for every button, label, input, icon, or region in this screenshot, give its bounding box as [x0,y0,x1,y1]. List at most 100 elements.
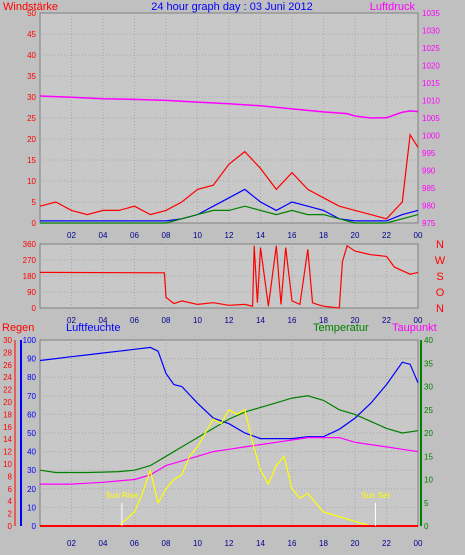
sun-annotations: Sun Rise Sun Set [106,491,390,526]
compass-label: N [436,303,444,315]
y-tick-label: 1010 [422,97,440,106]
temperature-y-ticks: 40 35 30 25 20 15 10 5 0 [420,336,433,531]
x-tick-label: 08 [162,231,171,240]
x-tick-label: 16 [288,539,297,548]
y-tick-label: 8 [8,472,13,481]
y-tick-label: 90 [27,355,36,364]
y-tick-label: 30 [424,383,433,392]
x-tick-label: 16 [288,316,297,325]
series-wind-direction [39,244,419,309]
x-tick-label: 12 [225,316,234,325]
compass-label: S [436,271,443,283]
climate-x-ticks: 02 04 06 08 10 12 14 16 18 20 22 00 [67,539,423,548]
y-tick-label: 28 [3,348,12,357]
y-tick-label: 985 [422,184,436,193]
y-tick-label: 70 [27,392,36,401]
y-tick-label: 12 [3,448,12,457]
series-windst-rke [39,133,419,220]
x-tick-label: 00 [414,539,423,548]
wind-pressure-series [39,95,419,224]
y-tick-label: 10 [27,177,36,186]
series-solar [40,408,418,527]
y-tick-label: 180 [23,272,37,281]
x-tick-label: 14 [256,316,265,325]
y-tick-label: 20 [27,485,36,494]
y-tick-label: 30 [3,336,12,345]
y-tick-label: 30 [27,466,36,475]
x-tick-label: 08 [162,316,171,325]
y-tick-label: 45 [27,30,36,39]
direction-grid [40,244,418,308]
y-tick-label: 1015 [422,79,440,88]
y-tick-label: 1005 [422,114,440,123]
x-tick-label: 22 [382,539,391,548]
y-tick-label: 20 [3,398,12,407]
y-tick-label: 10 [3,460,12,469]
y-tick-label: 0 [32,219,37,228]
series-luftfeuchte [39,346,419,440]
temperature-axis-label: Temperatur [313,322,369,334]
chart-title: 24 hour graph day : 03 Juni 2012 [151,1,312,13]
y-tick-label: 90 [27,288,36,297]
y-tick-label: 270 [23,256,37,265]
y-tick-label: 15 [424,452,433,461]
y-tick-label: 26 [3,361,12,370]
y-tick-label: 100 [23,336,37,345]
y-tick-label: 22 [3,386,12,395]
y-tick-label: 50 [27,9,36,18]
climate-grid [40,340,418,526]
y-tick-label: 40 [424,336,433,345]
y-tick-label: 10 [424,476,433,485]
y-tick-label: 6 [8,485,13,494]
x-tick-label: 00 [414,316,423,325]
x-tick-label: 06 [130,231,139,240]
y-tick-label: 5 [424,499,429,508]
pressure-y-ticks: 1035 1030 1025 1020 1015 1010 1005 1000 995 990 98… [422,9,440,228]
y-tick-label: 4 [8,497,13,506]
y-tick-label: 1020 [422,62,440,71]
y-tick-label: 360 [23,240,37,249]
y-tick-label: 980 [422,202,436,211]
series-taupunkt [40,437,419,485]
x-tick-label: 04 [99,316,108,325]
x-tick-label: 02 [67,316,76,325]
y-tick-label: 24 [3,373,12,382]
y-tick-label: 35 [424,359,433,368]
sun-rise-label: Sun Rise [106,491,139,500]
series-temperatur [39,395,419,474]
x-tick-label: 18 [319,231,328,240]
x-tick-label: 04 [99,539,108,548]
direction-x-ticks: 02 04 06 08 10 12 14 16 18 20 22 00 [67,316,423,325]
x-tick-label: 12 [225,539,234,548]
x-tick-label: 06 [130,539,139,548]
x-tick-label: 04 [99,231,108,240]
series-b-en [40,188,419,222]
y-tick-label: 35 [27,72,36,81]
y-tick-label: 20 [27,135,36,144]
y-tick-label: 0 [32,522,37,531]
x-tick-label: 10 [193,231,202,240]
x-tick-label: 22 [382,316,391,325]
series-mittel [40,205,419,224]
direction-series [39,244,419,309]
x-tick-label: 20 [351,316,360,325]
wind-axis-label: Windstärke [3,1,58,13]
series-luftdruck [39,95,419,119]
direction-y-ticks: 360 270 180 90 0 [23,240,37,313]
y-tick-label: 975 [422,219,436,228]
x-tick-label: 10 [193,316,202,325]
x-tick-label: 10 [193,539,202,548]
wind-x-ticks: 02 04 06 08 10 12 14 16 18 20 22 00 [67,231,423,240]
y-tick-label: 1000 [422,132,440,141]
y-tick-label: 5 [32,198,37,207]
pressure-axis-label: Luftdruck [370,1,416,13]
y-tick-label: 0 [32,304,37,313]
y-tick-label: 20 [424,429,433,438]
x-tick-label: 22 [382,231,391,240]
compass-label: W [435,255,446,267]
y-tick-label: 18 [3,410,12,419]
